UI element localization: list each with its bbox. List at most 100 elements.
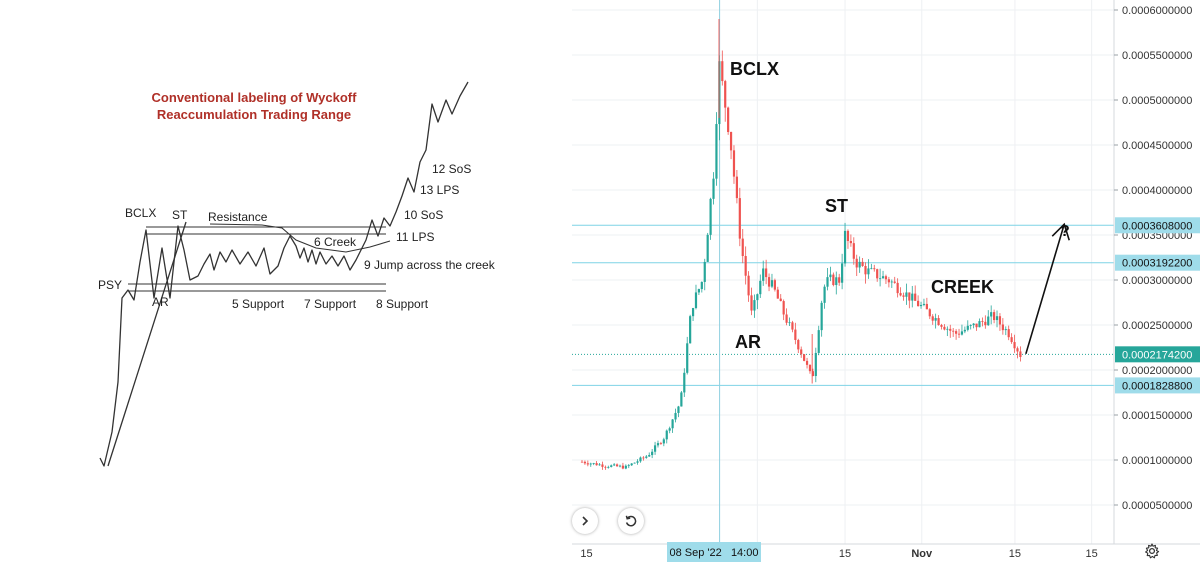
schematic-label-support5: 5 Support	[232, 297, 285, 311]
candle-body	[957, 333, 961, 335]
level-label-box	[1115, 217, 1200, 234]
candle-body	[955, 331, 958, 334]
candle-body	[1001, 324, 1004, 331]
schematic-label-resistance: Resistance	[208, 210, 268, 224]
schematic-label-lps13: 13 LPS	[420, 183, 459, 197]
candle-body	[943, 326, 946, 330]
candle-body	[615, 464, 619, 467]
candle-body	[651, 451, 654, 456]
candle-body	[808, 364, 812, 372]
price-chart-panel[interactable]: 0.0006000000 0.0005500000 0.0005000000 0.00…	[572, 0, 1200, 562]
schematic-label-support8: 8 Support	[376, 297, 429, 311]
schematic-label-creek: 6 Creek	[314, 235, 357, 249]
candle-body	[946, 328, 949, 330]
candle-body	[776, 289, 779, 299]
candle-body	[820, 302, 823, 331]
reset-icon	[625, 515, 637, 527]
reset-chart-button[interactable]	[618, 508, 644, 534]
projection-arrow-head	[1051, 222, 1071, 241]
candle-body	[911, 293, 914, 301]
candle-body	[963, 329, 966, 332]
candle-body	[724, 81, 727, 108]
candle-body	[721, 61, 724, 82]
candle-body	[879, 278, 882, 280]
candle-body	[709, 198, 712, 235]
price-tick-label: 0.0002500000	[1122, 320, 1192, 332]
candle-body	[960, 331, 964, 335]
price-tick-label: 0.0000500000	[1122, 500, 1192, 512]
candle-body	[785, 314, 788, 323]
schematic-price-path	[99, 81, 469, 467]
time-axis[interactable]: 15 15 Nov 15 15	[580, 548, 1097, 560]
level-label-text: 0.0002174200	[1122, 349, 1192, 361]
candle-body	[1013, 342, 1016, 349]
price-tick-label: 0.0003000000	[1122, 275, 1192, 287]
candle-body	[735, 176, 739, 199]
candle-body	[855, 258, 858, 268]
annotation-creek: CREEK	[931, 277, 994, 297]
candle-body	[604, 466, 607, 468]
candle-body	[931, 316, 934, 321]
candle-body	[887, 279, 890, 283]
candle-body	[940, 325, 943, 327]
candle-body	[919, 304, 923, 307]
candle-body	[738, 198, 741, 239]
candle-body	[712, 178, 715, 199]
candle-body	[694, 292, 698, 309]
candle-body	[583, 461, 587, 464]
candle-body	[595, 463, 598, 466]
chart-grid	[572, 0, 1114, 544]
candle-body	[870, 268, 873, 270]
candle-body	[1016, 348, 1019, 352]
candle-body	[689, 316, 692, 344]
candle-body	[788, 322, 791, 324]
candle-body	[884, 276, 888, 280]
scroll-right-button[interactable]	[572, 508, 598, 534]
time-tick-label: 15	[580, 548, 592, 560]
candle-body	[770, 280, 774, 287]
candle-body	[902, 295, 905, 297]
candle-body	[677, 406, 680, 413]
candle-body	[928, 309, 931, 317]
level-label-text: 0.0003192200	[1122, 258, 1192, 270]
candle-body	[744, 256, 747, 276]
schematic-label-st: ST	[172, 208, 188, 222]
level-label-box	[1115, 346, 1200, 363]
candle-body	[642, 457, 645, 459]
candle-body	[633, 462, 636, 464]
price-chart-svg[interactable]: 0.0006000000 0.0005500000 0.0005000000 0.00…	[572, 0, 1200, 562]
candle-body	[969, 325, 972, 326]
candle-body	[762, 268, 765, 281]
candle-body	[841, 263, 844, 283]
candle-body	[627, 465, 630, 467]
candle-body	[706, 234, 709, 262]
candle-body	[814, 352, 817, 377]
candle-body	[873, 268, 876, 270]
candle-body	[700, 281, 703, 290]
candle-body	[1019, 351, 1022, 357]
price-tick-label: 0.0004000000	[1122, 185, 1192, 197]
chart-settings-button[interactable]	[1142, 541, 1162, 561]
candle-body	[978, 321, 981, 328]
time-tick-label: 15	[1009, 548, 1021, 560]
candle-body	[846, 230, 850, 242]
schematic-label-ar: AR	[152, 295, 169, 309]
candle-body	[975, 323, 978, 328]
schematic-label-jump: 9 Jump across the creek	[364, 258, 496, 272]
candle-body	[843, 230, 847, 264]
candle-body	[914, 293, 917, 301]
candle-body	[782, 301, 785, 315]
annotation-ar: AR	[735, 332, 761, 352]
candle-body	[893, 281, 896, 283]
candle-body	[925, 303, 928, 310]
candle-body	[703, 261, 706, 282]
price-tick-label: 0.0004500000	[1122, 140, 1192, 152]
candle-body	[648, 455, 651, 457]
horizontal-levels	[572, 224, 1114, 386]
candle-body	[729, 131, 733, 151]
candle-body	[779, 298, 782, 302]
price-tick-label: 0.0002000000	[1122, 365, 1192, 377]
candle-body	[992, 312, 996, 321]
price-axis[interactable]: 0.0006000000 0.0005500000 0.0005000000 0.00…	[1114, 5, 1192, 512]
candle-body	[691, 308, 695, 317]
